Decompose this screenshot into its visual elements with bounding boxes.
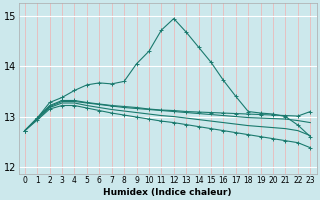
X-axis label: Humidex (Indice chaleur): Humidex (Indice chaleur) bbox=[103, 188, 232, 197]
